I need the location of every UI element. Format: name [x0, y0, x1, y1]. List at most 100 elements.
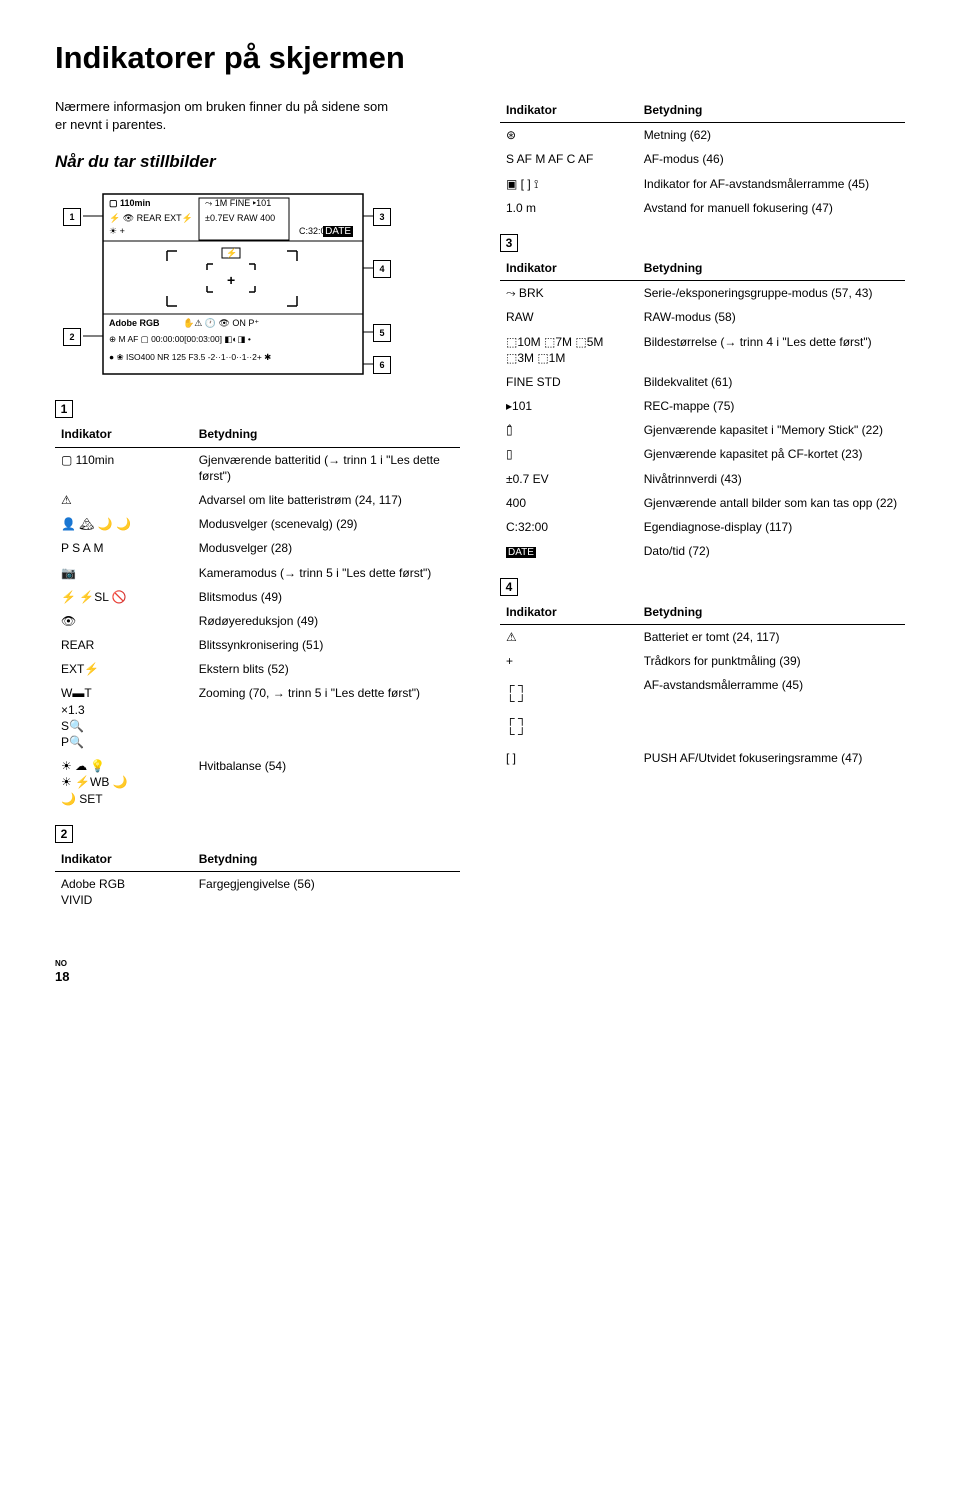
cell-meaning: Gjenværende batteritid (→ trinn 1 i "Les… — [193, 447, 460, 488]
diagram-tag-3: 3 — [373, 208, 391, 226]
cell-meaning: Bildekvalitet (61) — [638, 370, 905, 394]
table-row: 👤 🏔 🌙 🌙Modusvelger (scenevalg) (29) — [55, 512, 460, 536]
table-row: ▢ 110minGjenværende batteritid (→ trinn … — [55, 447, 460, 488]
section-2-num: 2 — [55, 825, 73, 843]
cell-indicator: DATE — [500, 539, 638, 564]
cell-meaning: Hvitbalanse (54) — [193, 754, 460, 811]
table-row: ⚡ ⚡SL 🚫Blitsmodus (49) — [55, 585, 460, 609]
diagram-adobe-rgb: Adobe RGB — [109, 318, 160, 328]
cell-meaning: Bildestørrelse (→ trinn 4 i "Les dette f… — [638, 330, 905, 370]
th-indicator-2: Indikator — [55, 847, 193, 872]
table-row: ⊛Metning (62) — [500, 123, 905, 148]
table-row: EXT⚡Ekstern blits (52) — [55, 657, 460, 681]
table-row: ⤳ BRKSerie-/eksponeringsgruppe-modus (57… — [500, 281, 905, 306]
cell-meaning: Gjenværende kapasitet i "Memory Stick" (… — [638, 418, 905, 442]
th-meaning-2: Betydning — [193, 847, 460, 872]
cell-meaning: Serie-/eksponeringsgruppe-modus (57, 43) — [638, 281, 905, 306]
diagram-tag-2: 2 — [63, 328, 81, 346]
table-row: ⚠Advarsel om lite batteristrøm (24, 117) — [55, 488, 460, 512]
diagram-top2: ⤳ 1M FINE ▸101 — [205, 198, 271, 209]
cell-meaning: Gjenværende kapasitet på CF-kortet (23) — [638, 442, 905, 466]
table-row: ┌ ┐ └ ┘ ┌ ┐ └ ┘AF-avstandsmålerramme (45… — [500, 673, 905, 746]
cell-indicator: S AF M AF C AF — [500, 147, 638, 171]
cell-indicator: 400 — [500, 491, 638, 515]
table-row: C:32:00Egendiagnose-display (117) — [500, 515, 905, 539]
table-row: 👁Rødøyereduksjon (49) — [55, 609, 460, 633]
cell-meaning: Blitssynkronisering (51) — [193, 633, 460, 657]
table-row: FINE STDBildekvalitet (61) — [500, 370, 905, 394]
section-4-num: 4 — [500, 578, 518, 596]
th-meaning-4: Betydning — [638, 600, 905, 625]
cell-indicator: ±0.7 EV — [500, 467, 638, 491]
cell-meaning: Metning (62) — [638, 123, 905, 148]
cell-meaning: Trådkors for punktmåling (39) — [638, 649, 905, 673]
cell-indicator: ▯ — [500, 442, 638, 466]
diagram-tag-1: 1 — [63, 208, 81, 226]
table-row: RAWRAW-modus (58) — [500, 305, 905, 329]
cell-indicator: REAR — [55, 633, 193, 657]
th-indicator-tr: Indikator — [500, 98, 638, 123]
diagram-date-tag: DATE — [323, 226, 353, 237]
cell-indicator: ⚠ — [500, 624, 638, 649]
page-title: Indikatorer på skjermen — [55, 40, 905, 76]
cell-meaning: Fargegjengivelse (56) — [193, 871, 460, 912]
cell-meaning: Blitsmodus (49) — [193, 585, 460, 609]
cell-indicator: W▬T ×1.3 S🔍 P🔍 — [55, 681, 193, 754]
table-row: ▸101REC-mappe (75) — [500, 394, 905, 418]
table-row: ⚠Batteriet er tomt (24, 117) — [500, 624, 905, 649]
diagram-row2b: ±0.7EV RAW 400 — [205, 213, 275, 223]
diagram-lrow3: ⊕ M AF ▢ 00:00:00[00:03:00] ◧◐◨ • — [109, 334, 251, 345]
diagram-crosshair: + — [227, 272, 235, 288]
th-meaning-tr: Betydning — [638, 98, 905, 123]
diagram-tag-6: 6 — [373, 356, 391, 374]
table-section-1: Indikator Betydning ▢ 110minGjenværende … — [55, 422, 460, 810]
cell-meaning: REC-mappe (75) — [638, 394, 905, 418]
cell-indicator: EXT⚡ — [55, 657, 193, 681]
cell-meaning: Advarsel om lite batteristrøm (24, 117) — [193, 488, 460, 512]
cell-meaning: RAW-modus (58) — [638, 305, 905, 329]
cell-indicator: C:32:00 — [500, 515, 638, 539]
cell-indicator: 👁 — [55, 609, 193, 633]
section-3-num: 3 — [500, 234, 518, 252]
table-section-3: Indikator Betydning ⤳ BRKSerie-/eksponer… — [500, 256, 905, 564]
cell-indicator: + — [500, 649, 638, 673]
cell-meaning: Ekstern blits (52) — [193, 657, 460, 681]
table-top-right: Indikator Betydning ⊛Metning (62)S AF M … — [500, 98, 905, 220]
table-row: DATEDato/tid (72) — [500, 539, 905, 564]
subheading: Når du tar stillbilder — [55, 152, 460, 172]
cell-indicator: 👤 🏔 🌙 🌙 — [55, 512, 193, 536]
cell-indicator: P S A M — [55, 536, 193, 560]
footer-no-label: NO — [55, 959, 67, 968]
cell-indicator: [ ] — [500, 746, 638, 770]
table-row: ▯Gjenværende kapasitet på CF-kortet (23) — [500, 442, 905, 466]
diagram-tag-4: 4 — [373, 260, 391, 278]
cell-indicator: Adobe RGB VIVID — [55, 871, 193, 912]
th-indicator-3: Indikator — [500, 256, 638, 281]
cell-indicator: ▢ 110min — [55, 447, 193, 488]
table-section-4: Indikator Betydning ⚠Batteriet er tomt (… — [500, 600, 905, 771]
cell-meaning: Avstand for manuell fokusering (47) — [638, 196, 905, 220]
table-row: 400Gjenværende antall bilder som kan tas… — [500, 491, 905, 515]
cell-indicator: ☀ ☁ 💡 ☀ ⚡WB 🌙 🌙 SET — [55, 754, 193, 811]
table-row: [ ]PUSH AF/Utvidet fokuseringsramme (47) — [500, 746, 905, 770]
cell-meaning: Dato/tid (72) — [638, 539, 905, 564]
cell-meaning: Modusvelger (scenevalg) (29) — [193, 512, 460, 536]
th-meaning-3: Betydning — [638, 256, 905, 281]
cell-meaning: Modusvelger (28) — [193, 536, 460, 560]
th-indicator-1: Indikator — [55, 422, 193, 447]
cell-indicator: ▣ [ ] ⟟ — [500, 172, 638, 196]
diagram-tag-5: 5 — [373, 324, 391, 342]
table-row: W▬T ×1.3 S🔍 P🔍Zooming (70, → trinn 5 i "… — [55, 681, 460, 754]
table-row: P S A MModusvelger (28) — [55, 536, 460, 560]
cell-indicator: ▸101 — [500, 394, 638, 418]
table-row: +Trådkors for punktmåling (39) — [500, 649, 905, 673]
cell-meaning: AF-modus (46) — [638, 147, 905, 171]
th-meaning-1: Betydning — [193, 422, 460, 447]
cell-indicator: ⊛ — [500, 123, 638, 148]
cell-indicator: ⬚10M ⬚7M ⬚5M ⬚3M ⬚1M — [500, 330, 638, 370]
cell-meaning: Indikator for AF-avstandsmålerramme (45) — [638, 172, 905, 196]
table-row: 📷Kameramodus (→ trinn 5 i "Les dette før… — [55, 561, 460, 585]
table-section-2: Indikator Betydning Adobe RGB VIVIDFarge… — [55, 847, 460, 913]
table-row: ▯̂Gjenværende kapasitet i "Memory Stick"… — [500, 418, 905, 442]
diagram-lrow2: ✋⚠ 🕐 👁 ON P⁺ — [183, 318, 259, 329]
